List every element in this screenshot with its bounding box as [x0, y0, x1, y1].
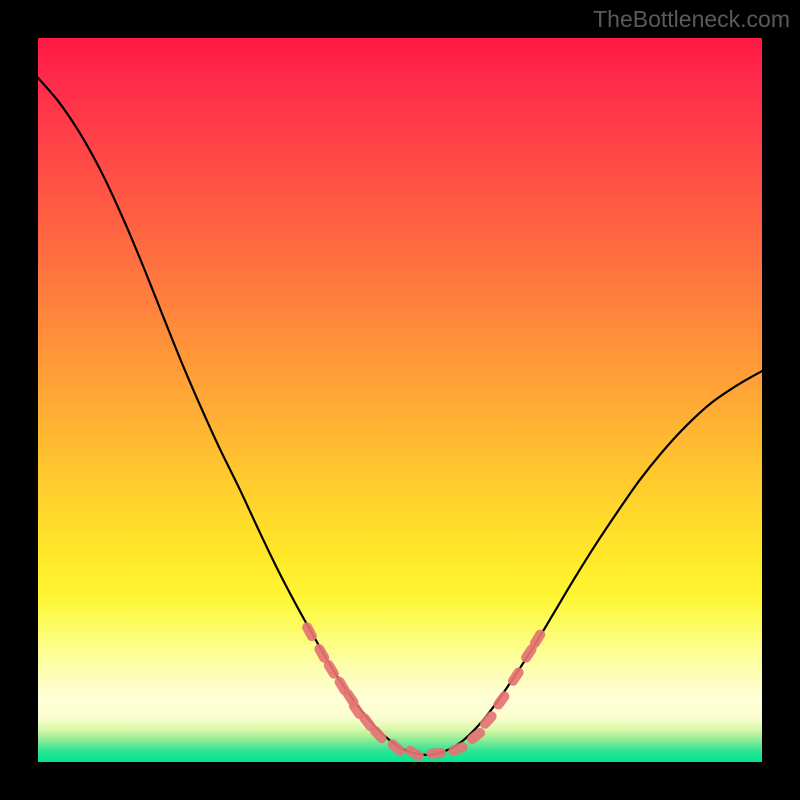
- bottleneck-chart: [0, 0, 800, 800]
- chart-container: { "watermark": "TheBottleneck.com", "cha…: [0, 0, 800, 800]
- watermark-text: TheBottleneck.com: [593, 6, 790, 33]
- plot-background: [38, 38, 762, 762]
- scatter-point: [426, 748, 447, 759]
